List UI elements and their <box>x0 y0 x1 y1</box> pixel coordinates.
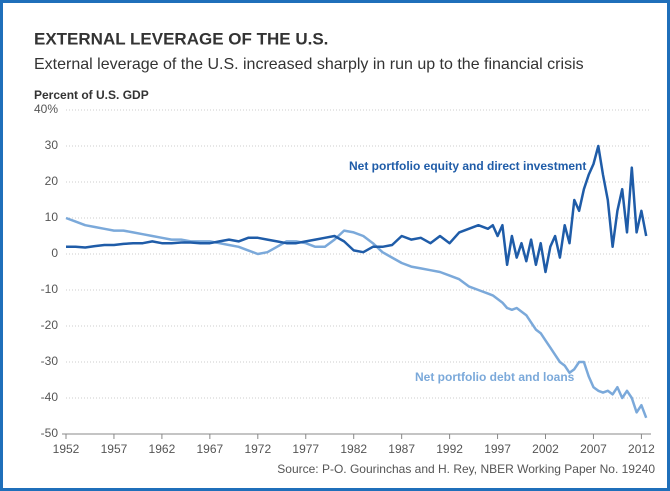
chart-title: EXTERNAL LEVERAGE OF THE U.S. <box>34 29 328 48</box>
x-tick-label: 1967 <box>197 442 224 456</box>
y-tick-label: 0 <box>51 246 58 260</box>
x-tick-label: 1997 <box>484 442 511 456</box>
x-tick-label: 2007 <box>580 442 607 456</box>
series-line <box>65 216 648 419</box>
x-tick-label: 1977 <box>292 442 319 456</box>
x-tick-label: 1982 <box>340 442 367 456</box>
x-tick-label: 1952 <box>53 442 80 456</box>
y-tick-label: 40% <box>34 102 58 116</box>
x-tick-label: 1962 <box>149 442 176 456</box>
x-tick-label: 2002 <box>532 442 559 456</box>
y-tick-label: -20 <box>41 318 59 332</box>
y-tick-label: -30 <box>41 354 59 368</box>
source: Source: P-O. Gourinchas and H. Rey, NBER… <box>277 462 655 476</box>
x-tick-label: 1957 <box>101 442 128 456</box>
x-tick-label: 1992 <box>436 442 463 456</box>
y-tick-label: 20 <box>45 174 59 188</box>
y-axis-label: Percent of U.S. GDP <box>34 88 149 102</box>
y-tick-label: 30 <box>45 138 59 152</box>
series-line <box>66 144 648 274</box>
y-tick-label: -40 <box>41 390 59 404</box>
y-tick-label: -10 <box>41 282 59 296</box>
x-tick-label: 2012 <box>628 442 655 456</box>
x-tick-label: 1972 <box>244 442 271 456</box>
chart-subtitle: External leverage of the U.S. increased … <box>34 56 584 73</box>
y-tick-label: -50 <box>41 426 59 440</box>
series-label: Net portfolio equity and direct investme… <box>349 159 586 173</box>
y-tick-label: 10 <box>45 210 59 224</box>
series-label: Net portfolio debt and loans <box>415 370 575 384</box>
x-tick-label: 1987 <box>388 442 415 456</box>
